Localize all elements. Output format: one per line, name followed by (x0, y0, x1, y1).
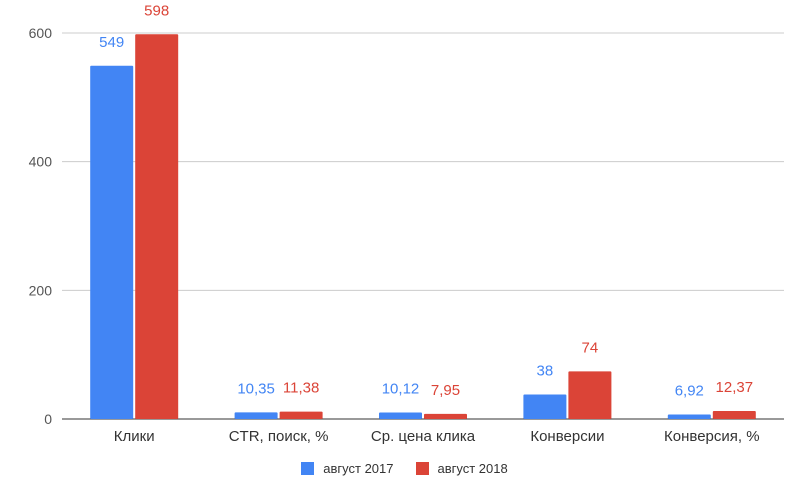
data-label: 38 (537, 363, 554, 380)
bar-chart: 0 200 400 600 549 598 Клики 10,35 11,38 CTR, поис… (29, 2, 784, 445)
data-label: 7,95 (431, 382, 460, 399)
chart-legend: август 2017 август 2018 (0, 456, 809, 480)
bar (90, 65, 134, 419)
data-label: 549 (99, 34, 124, 51)
y-tick-label: 600 (29, 25, 53, 41)
data-label: 11,38 (283, 380, 319, 397)
y-tick-label: 400 (29, 154, 53, 170)
data-label: 12,37 (716, 379, 754, 396)
category-label: Ср. цена клика (371, 428, 476, 445)
legend-label: август 2017 (323, 460, 394, 476)
bar (379, 412, 422, 419)
category-label: Клики (114, 428, 155, 445)
legend-item: август 2017 (301, 460, 394, 476)
y-tick-label: 200 (29, 282, 53, 298)
bar (712, 411, 756, 419)
legend-swatch (415, 461, 429, 475)
bar (667, 414, 711, 419)
y-tick-label: 0 (44, 411, 52, 427)
data-label: 10,12 (382, 380, 420, 397)
data-label: 74 (582, 339, 599, 356)
legend-label: август 2018 (437, 460, 508, 476)
legend-swatch (301, 461, 315, 475)
bar (568, 371, 612, 419)
bar (135, 34, 179, 419)
category-label: CTR, поиск, % (229, 428, 329, 445)
category-label: Конверсия, % (664, 428, 760, 445)
bar (279, 411, 323, 419)
bar (523, 394, 567, 419)
data-label: 598 (144, 2, 169, 19)
bar (234, 412, 278, 419)
bar (424, 413, 467, 419)
data-label: 10,35 (237, 380, 275, 397)
category-label: Конверсии (530, 428, 604, 445)
data-label: 6,92 (675, 383, 704, 400)
legend-item: август 2018 (415, 460, 508, 476)
